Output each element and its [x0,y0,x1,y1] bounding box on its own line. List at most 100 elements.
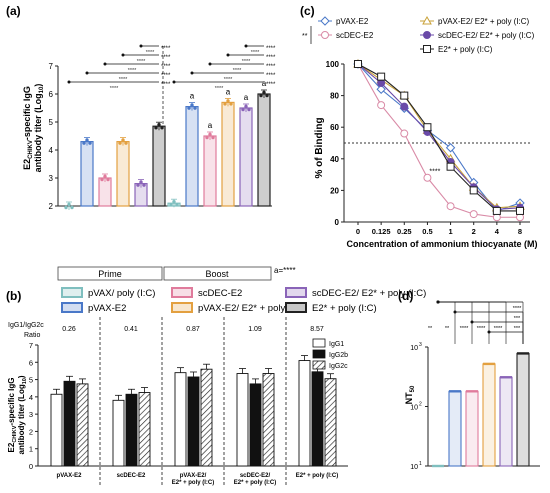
sig-label-d: *** [514,326,521,332]
panel-d-y-tick-exponent: 3 [419,342,422,348]
panel-a-y-tick-label: 6 [49,90,54,99]
data-point-a [67,202,71,207]
panel-c-sig: **** [429,168,440,175]
legend: pVAX/ poly (I:C) scDEC-E2 scDEC-E2/ E2* + … [61,287,426,314]
sig-label-a-mid: **** [146,50,155,56]
data-point-a [193,106,197,110]
sig-label-a: **** [161,82,171,88]
bar-a [98,177,112,207]
bar-label-a: a [190,92,195,101]
panel-a: (a) E2CHIKV-specific IgG antibody titer … [6,4,296,281]
sig-dot-d [453,310,457,314]
data-point-a [169,203,173,207]
panel-c-y-tick-label: 100 [326,60,340,69]
panel-c-ylabel: % of Binding [314,117,325,178]
ratio-value: 8.57 [310,326,324,333]
panel-b-category: pVAX-E2/ [180,473,207,479]
bar-label-a: a [262,79,267,88]
data-point-a [124,141,128,145]
bar-label-a: a [226,87,231,96]
sig-label-a-mid: **** [242,59,251,65]
data-point-a [121,138,125,142]
data-point-a [259,93,263,98]
legend-label: pVAX-E2 [88,303,126,314]
ratio-value: 1.09 [248,326,262,333]
group-label-boost: Boost [205,269,229,279]
marker-circle [400,102,409,111]
panel-b-y-tick-label: 3 [29,410,33,419]
marker-square [492,206,501,215]
panel-b-legend-label: IgG1 [329,341,344,348]
bar-b [262,373,275,467]
sig-label-d: **** [477,326,486,332]
panel-b-y-tick-label: 1 [29,445,33,454]
sig-label-a-mid: **** [233,68,242,74]
data-point-a [157,123,161,127]
panel-c-legend-marker [423,31,431,39]
data-point-a [70,205,74,210]
bar-b [63,380,76,467]
bar-b [324,378,337,467]
sig-dot-a [67,80,71,84]
sig-label-a-mid: **** [128,68,137,74]
ratio-label-1: IgG1/IgG2c [8,322,44,329]
sig-label-d: **** [494,326,503,332]
marker-square [423,123,432,132]
panel-b-y-tick-label: 2 [29,427,33,436]
panel-c-y-tick-label: 60 [330,123,339,132]
data-point-a [265,93,269,98]
panel-c-legend-label: scDEC-E2 [336,31,374,40]
bar-d [448,390,462,467]
panel-c-legend-marker [423,45,431,53]
data-point-a [142,183,146,187]
panel-c-x-tick-label: 0.125 [372,227,391,236]
sig-label-a-mid: **** [137,59,146,65]
panel-b-legend-label: IgG2c [329,363,348,370]
data-point-a [175,203,179,207]
bar-label-a: a [208,121,213,130]
marker-circle [469,210,478,219]
sig-label-a-mid: **** [119,77,128,83]
bar-b [125,393,138,467]
bar-b [76,383,89,467]
bar-b [187,376,200,467]
legend-label: E2* + poly (I:C) [312,303,377,314]
group-box-prime [57,266,163,281]
panel-d-label: (d) [398,289,413,303]
panel-c-x-tick-label: 0 [356,227,360,236]
bar-b [249,383,262,467]
data-point-a [100,177,104,182]
panel-a-y-tick-label: 2 [49,202,54,211]
sig-label-a: **** [266,55,276,61]
panel-c-x-tick-label: 4 [495,227,500,236]
marker-square [377,72,386,81]
sig-label-d: ** [445,326,450,332]
panel-b-legend-swatch [312,349,326,359]
data-point-a [154,126,158,130]
legend-swatch [171,302,193,313]
panel-c-legend-label: pVAX-E2/ E2* + poly (I:C) [438,17,530,26]
data-point-a [190,103,194,107]
panel-a-y-tick-label: 7 [49,62,54,71]
legend-label: pVAX/ poly (I:C) [88,288,155,299]
panel-a-y-tick-label: 4 [49,146,54,155]
panel-c-legend-label: E2* + poly (I:C) [438,45,493,54]
marker-square [469,186,478,195]
panel-b: (b) IgG1/IgG2c Ratio E2CHIKV-specific Ig… [6,289,348,486]
bar-d [482,363,496,467]
data-point-a [241,107,245,112]
bar-b [174,372,187,467]
data-point-a [103,174,107,179]
ratio-value: 0.26 [62,326,76,333]
bar-b [236,373,249,467]
data-point-a [139,180,143,184]
panel-b-legend-swatch [312,338,326,348]
legend-label: pVAX-E2/ E2* + poly (I:C) [198,303,306,314]
panel-a-ylabel-line2: antibody titer (Log10) [33,84,45,173]
data-point-a [85,138,89,142]
data-point-a [64,205,68,210]
data-point-a [208,132,212,137]
panel-c-x-tick-label: 1 [448,227,452,236]
marker-square [400,91,409,100]
sig-label-d: **** [513,306,522,312]
